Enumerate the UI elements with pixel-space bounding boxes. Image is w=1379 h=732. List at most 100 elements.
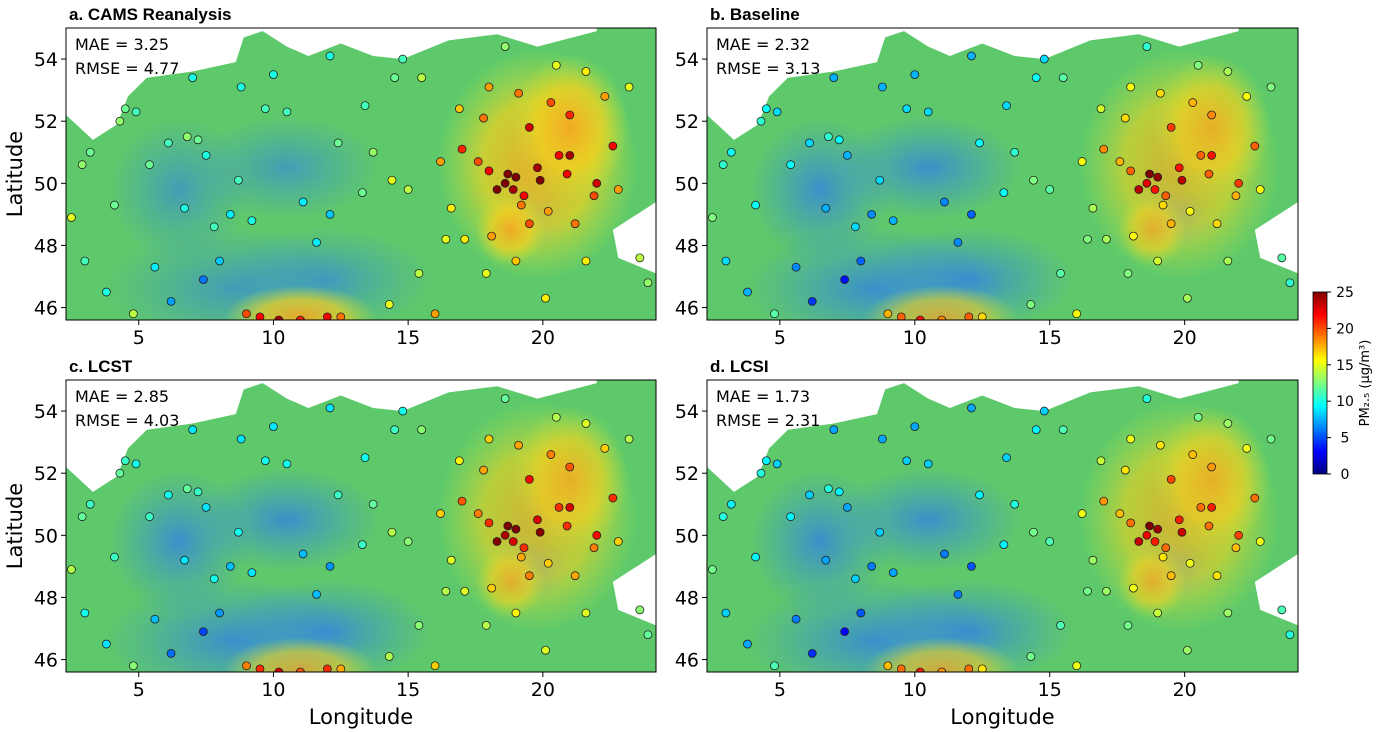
station-marker bbox=[357, 540, 367, 550]
y-tick-label: 48 bbox=[34, 235, 58, 257]
station-marker bbox=[282, 107, 292, 117]
station-marker bbox=[322, 664, 332, 672]
station-marker bbox=[718, 512, 728, 522]
panel-title: c. LCST bbox=[69, 357, 133, 376]
station-marker bbox=[624, 82, 634, 92]
station-marker bbox=[786, 160, 796, 170]
station-marker bbox=[554, 150, 564, 160]
station-marker bbox=[145, 160, 154, 170]
station-marker bbox=[589, 543, 599, 553]
station-marker bbox=[500, 530, 510, 540]
station-marker bbox=[562, 521, 572, 531]
station-marker bbox=[1077, 157, 1087, 166]
station-marker bbox=[516, 552, 526, 562]
x-tick-label: 10 bbox=[903, 327, 927, 349]
station-marker bbox=[484, 518, 494, 528]
station-marker bbox=[225, 209, 235, 219]
station-marker bbox=[1031, 73, 1041, 83]
station-marker bbox=[878, 434, 887, 444]
station-marker bbox=[1166, 571, 1176, 581]
station-marker bbox=[322, 312, 332, 320]
y-tick-label: 52 bbox=[34, 111, 58, 133]
station-marker bbox=[260, 456, 270, 466]
station-marker bbox=[1207, 110, 1217, 120]
station-marker bbox=[398, 54, 408, 64]
high-pm-zone bbox=[1152, 53, 1271, 201]
station-marker bbox=[260, 104, 270, 114]
sea-mask bbox=[66, 380, 597, 492]
station-marker bbox=[180, 555, 189, 565]
station-marker bbox=[1177, 175, 1187, 185]
station-marker bbox=[1029, 527, 1038, 537]
station-marker bbox=[80, 608, 90, 618]
station-marker bbox=[85, 147, 95, 157]
high-pm-zone bbox=[1116, 545, 1188, 619]
station-marker bbox=[562, 169, 572, 179]
station-marker bbox=[1223, 608, 1233, 618]
station-marker bbox=[188, 425, 198, 435]
station-marker bbox=[581, 608, 591, 618]
station-marker bbox=[888, 568, 898, 577]
station-marker bbox=[1088, 555, 1098, 565]
station-marker bbox=[896, 664, 906, 672]
station-marker bbox=[726, 147, 736, 157]
station-marker bbox=[1196, 150, 1206, 160]
station-marker bbox=[975, 490, 984, 500]
station-marker bbox=[163, 490, 173, 500]
station-marker bbox=[888, 216, 898, 225]
station-marker bbox=[1255, 537, 1265, 546]
station-marker bbox=[896, 312, 906, 320]
station-marker bbox=[851, 222, 860, 232]
x-tick-label: 15 bbox=[1038, 327, 1062, 349]
station-marker bbox=[274, 315, 284, 320]
station-marker bbox=[834, 487, 844, 497]
station-marker bbox=[1126, 434, 1136, 444]
station-marker bbox=[484, 166, 494, 176]
station-marker bbox=[772, 459, 782, 469]
station-marker bbox=[756, 116, 766, 126]
station-marker bbox=[867, 209, 877, 219]
station-marker bbox=[1193, 60, 1203, 70]
station-marker bbox=[77, 160, 87, 170]
station-marker bbox=[225, 561, 235, 571]
station-marker bbox=[726, 499, 736, 509]
station-marker bbox=[842, 150, 852, 160]
station-marker bbox=[368, 147, 378, 157]
station-marker bbox=[1166, 475, 1176, 484]
high-pm-zone bbox=[223, 637, 378, 672]
station-marker bbox=[524, 475, 534, 484]
map-panel-c: 5 10 15 20 46 48 50 52 54 c. LCST MAE = 2.85 RMSE =… bbox=[3, 357, 657, 729]
station-marker bbox=[1177, 527, 1187, 537]
station-marker bbox=[1077, 509, 1087, 518]
station-marker bbox=[1212, 571, 1222, 581]
x-tick-label: 5 bbox=[133, 679, 145, 701]
station-marker bbox=[188, 73, 198, 83]
station-marker bbox=[1207, 150, 1217, 160]
station-marker bbox=[1123, 621, 1133, 630]
station-marker bbox=[102, 287, 111, 297]
station-marker bbox=[551, 412, 561, 422]
station-marker bbox=[1096, 456, 1106, 466]
station-marker bbox=[937, 667, 947, 672]
station-marker bbox=[1223, 67, 1233, 76]
station-marker bbox=[1126, 166, 1136, 176]
pm25-field bbox=[66, 28, 656, 320]
station-marker bbox=[360, 101, 370, 111]
station-marker bbox=[856, 608, 866, 618]
station-marker bbox=[842, 502, 852, 512]
panel-title: a. CAMS Reanalysis bbox=[69, 5, 232, 24]
station-marker bbox=[511, 608, 521, 618]
station-marker bbox=[1204, 521, 1214, 531]
station-marker bbox=[269, 422, 278, 431]
station-marker bbox=[1174, 163, 1184, 173]
station-marker bbox=[1134, 185, 1144, 194]
station-marker bbox=[1088, 203, 1098, 213]
x-tick-label: 5 bbox=[133, 327, 145, 349]
station-marker bbox=[1158, 200, 1168, 210]
station-marker bbox=[436, 509, 445, 518]
station-marker bbox=[541, 293, 550, 303]
y-tick-label: 50 bbox=[34, 173, 58, 195]
station-marker bbox=[1153, 608, 1163, 618]
station-marker bbox=[487, 231, 497, 241]
station-marker bbox=[417, 73, 427, 83]
